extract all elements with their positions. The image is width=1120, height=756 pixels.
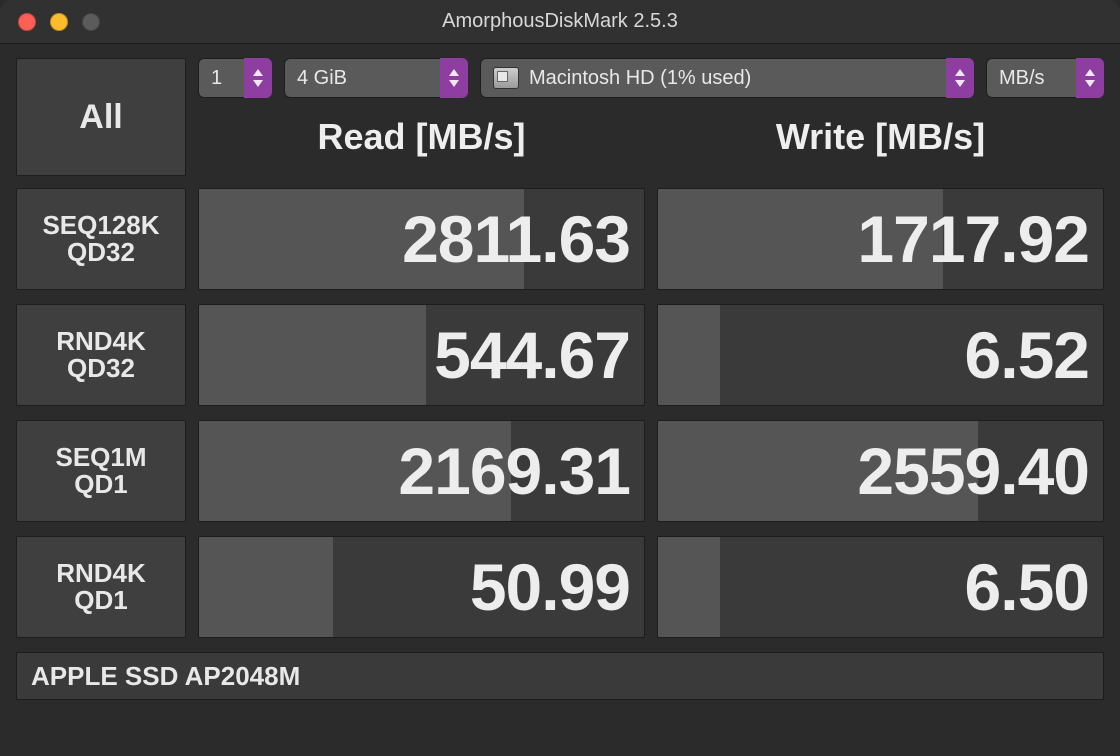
test-label-line1: SEQ1M (55, 444, 146, 471)
benchmark-row: RND4K QD1 50.99 6.50 (16, 536, 1104, 638)
run-all-button[interactable]: All (16, 58, 186, 176)
run-all-label: All (79, 98, 122, 137)
benchmark-row: SEQ128K QD32 2811.63 1717.92 (16, 188, 1104, 290)
write-cell: 1717.92 (657, 188, 1104, 290)
test-seq128k-qd32-button[interactable]: SEQ128K QD32 (16, 188, 186, 290)
test-label-line1: SEQ128K (42, 212, 159, 239)
device-name: APPLE SSD AP2048M (31, 661, 300, 692)
target-disk-select[interactable]: Macintosh HD (1% used) (480, 58, 974, 98)
content-area: All 1 4 GiB Macintosh HD (1% used) (0, 44, 1120, 756)
write-cell: 2559.40 (657, 420, 1104, 522)
minimize-icon[interactable] (50, 13, 68, 31)
run-count-select[interactable]: 1 (198, 58, 272, 98)
write-cell: 6.50 (657, 536, 1104, 638)
benchmark-rows: SEQ128K QD32 2811.63 1717.92 RND4K QD32 (16, 188, 1104, 638)
stepper-icon (440, 58, 468, 98)
read-column-header: Read [MB/s] (198, 116, 645, 158)
traffic-lights (0, 13, 100, 31)
zoom-icon[interactable] (82, 13, 100, 31)
read-value: 544.67 (434, 317, 630, 393)
run-count-value: 1 (211, 67, 238, 90)
write-value: 1717.92 (857, 201, 1089, 277)
read-bar (199, 305, 426, 405)
test-label-line2: QD1 (74, 471, 127, 498)
stepper-icon (244, 58, 272, 98)
test-label-line1: RND4K (56, 328, 146, 355)
unit-value: MB/s (999, 67, 1070, 90)
read-cell: 544.67 (198, 304, 645, 406)
device-footer: APPLE SSD AP2048M (16, 652, 1104, 700)
close-icon[interactable] (18, 13, 36, 31)
test-size-value: 4 GiB (297, 67, 434, 90)
titlebar: AmorphousDiskMark 2.5.3 (0, 0, 1120, 44)
test-label-line1: RND4K (56, 560, 146, 587)
read-cell: 2811.63 (198, 188, 645, 290)
read-cell: 50.99 (198, 536, 645, 638)
read-value: 2811.63 (402, 201, 630, 277)
test-size-select[interactable]: 4 GiB (284, 58, 468, 98)
window-title: AmorphousDiskMark 2.5.3 (0, 10, 1120, 33)
read-cell: 2169.31 (198, 420, 645, 522)
write-bar (658, 537, 720, 637)
app-window: AmorphousDiskMark 2.5.3 All 1 4 GiB (0, 0, 1120, 756)
read-value: 50.99 (470, 549, 630, 625)
test-label-line2: QD32 (67, 355, 135, 382)
stepper-icon (946, 58, 974, 98)
read-value: 2169.31 (398, 433, 630, 509)
test-rnd4k-qd32-button[interactable]: RND4K QD32 (16, 304, 186, 406)
test-seq1m-qd1-button[interactable]: SEQ1M QD1 (16, 420, 186, 522)
read-bar (199, 537, 333, 637)
disk-icon (493, 67, 519, 89)
write-bar (658, 305, 720, 405)
target-disk-value: Macintosh HD (1% used) (529, 67, 940, 90)
unit-select[interactable]: MB/s (986, 58, 1104, 98)
benchmark-row: RND4K QD32 544.67 6.52 (16, 304, 1104, 406)
write-value: 2559.40 (857, 433, 1089, 509)
write-cell: 6.52 (657, 304, 1104, 406)
test-label-line2: QD32 (67, 239, 135, 266)
benchmark-row: SEQ1M QD1 2169.31 2559.40 (16, 420, 1104, 522)
write-value: 6.50 (965, 549, 1089, 625)
write-column-header: Write [MB/s] (657, 116, 1104, 158)
write-value: 6.52 (965, 317, 1089, 393)
stepper-icon (1076, 58, 1104, 98)
test-label-line2: QD1 (74, 587, 127, 614)
test-rnd4k-qd1-button[interactable]: RND4K QD1 (16, 536, 186, 638)
